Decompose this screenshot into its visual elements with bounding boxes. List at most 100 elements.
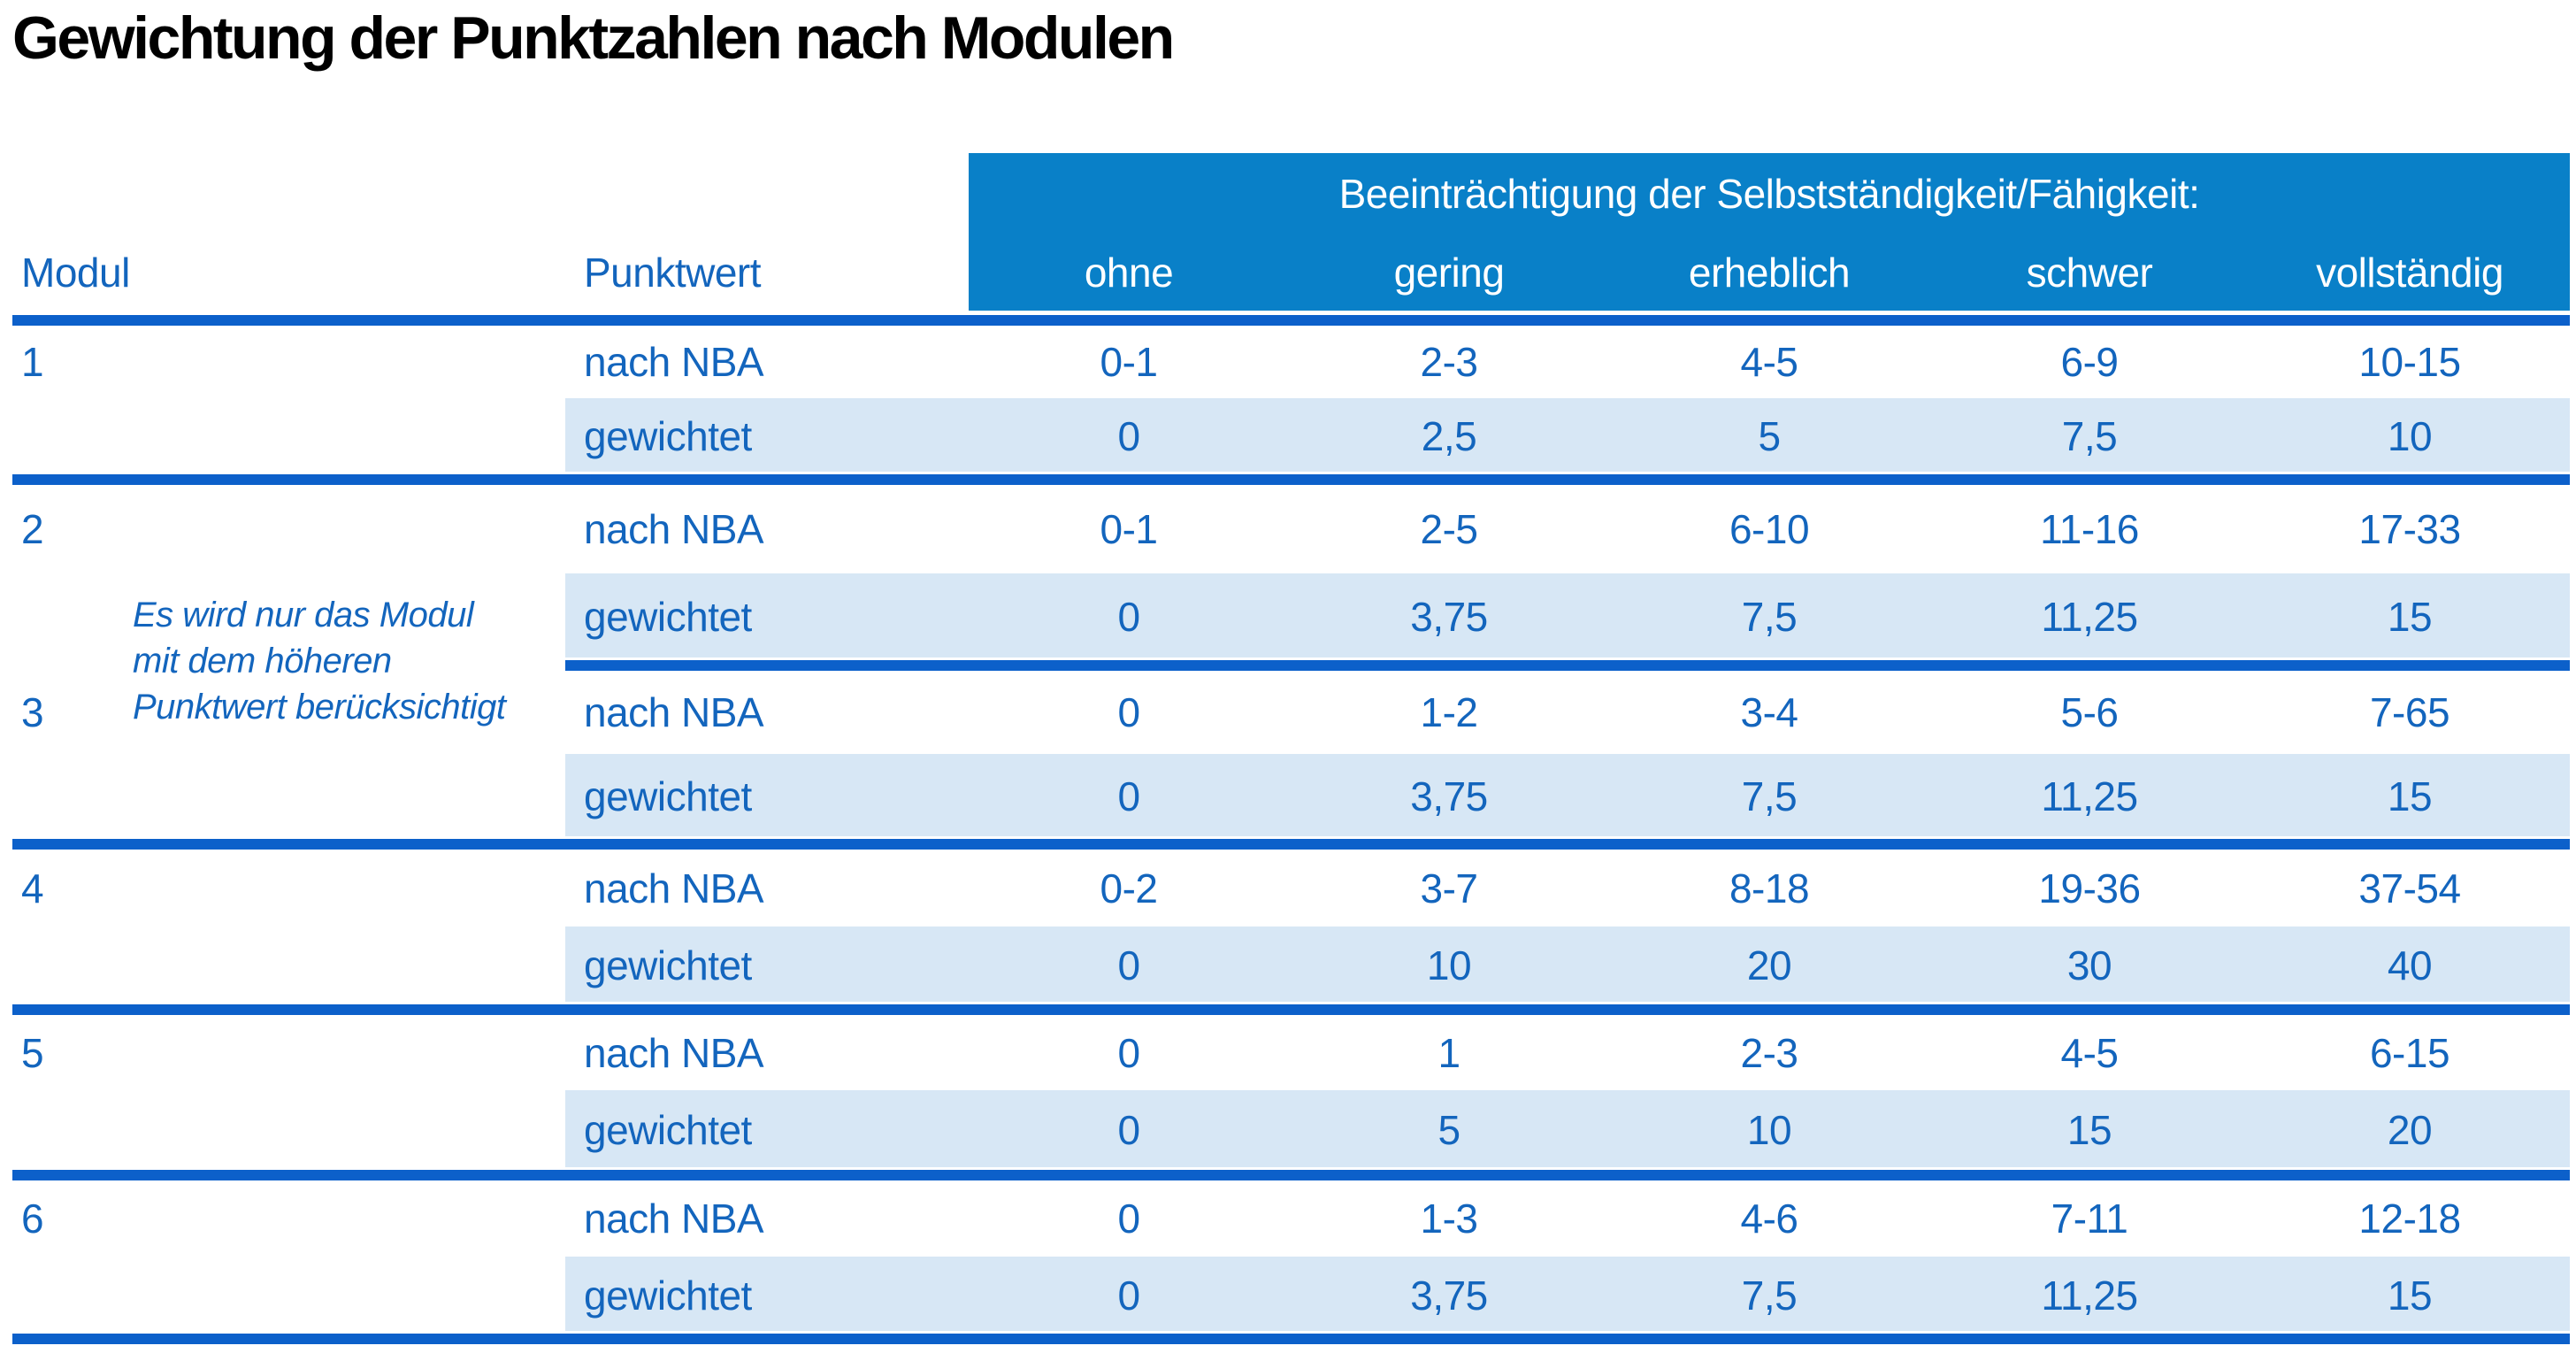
table-header-background <box>969 153 2570 311</box>
row-shade-module4 <box>565 927 2570 1002</box>
value-cell: 4-5 <box>2060 1029 2119 1076</box>
column-header-row: Modul Punktwert ohne gering erheblich sc… <box>0 235 2570 311</box>
table-row-module4-nba: 4 nach NBA 0-2 3-7 8-18 19-36 37-54 <box>0 850 2570 927</box>
value-cell: 20 <box>2387 1107 2433 1153</box>
separator-header <box>12 315 2570 326</box>
value-cell: 1-2 <box>1420 689 1478 735</box>
value-cell: 11,25 <box>2041 594 2138 640</box>
row-label-nba: nach NBA <box>584 1029 764 1076</box>
module-number-empty <box>0 1090 565 1170</box>
value-cell: 12-18 <box>2358 1196 2461 1242</box>
value-cell: 0 <box>1117 413 1140 459</box>
value-cell: 5 <box>1758 413 1781 459</box>
separator-bottom <box>12 1334 2570 1344</box>
separator-module2-3 <box>565 660 2570 671</box>
value-cell: 1 <box>1438 1029 1460 1076</box>
row-shade-module5 <box>565 1090 2570 1167</box>
row-label-weighted: gewichtet <box>584 942 752 988</box>
row-label-weighted: gewichtet <box>584 1272 752 1319</box>
module2-3-note: Es wird nur das Modul mit dem höheren Pu… <box>133 592 628 730</box>
value-cell: 15 <box>2387 773 2433 819</box>
value-cell: 3-4 <box>1740 689 1798 735</box>
value-cell: 0 <box>1117 1029 1140 1076</box>
module-number: 3 <box>21 689 44 735</box>
module-number-empty <box>0 754 565 839</box>
column-header-gering: gering <box>1393 250 1505 296</box>
value-cell: 10 <box>1746 1107 1792 1153</box>
value-cell: 7,5 <box>1741 594 1798 640</box>
table-row-module5-weighted: gewichtet 0 5 10 15 20 <box>0 1090 2570 1170</box>
module-number: 4 <box>21 865 44 911</box>
column-header-schwer: schwer <box>2026 250 2153 296</box>
value-cell: 0 <box>1117 942 1140 988</box>
module-number-empty <box>0 1257 565 1334</box>
table-row-module1-weighted: gewichtet 0 2,5 5 7,5 10 <box>0 398 2570 474</box>
value-cell: 3-7 <box>1420 865 1478 911</box>
value-cell: 4-6 <box>1740 1196 1798 1242</box>
row-label-weighted: gewichtet <box>584 1107 752 1153</box>
column-header-vollstaendig: vollständig <box>2316 250 2503 296</box>
page-title: Gewichtung der Punktzahlen nach Modulen <box>12 4 1175 72</box>
module-number-empty <box>0 398 565 474</box>
value-cell: 8-18 <box>1729 865 1810 911</box>
column-header-ohne: ohne <box>1084 250 1174 296</box>
column-header-punktwert: Punktwert <box>584 250 762 296</box>
value-cell: 4-5 <box>1740 338 1798 385</box>
value-cell: 40 <box>2387 942 2433 988</box>
separator-module3-4 <box>12 839 2570 850</box>
row-shade-module6 <box>565 1257 2570 1331</box>
value-cell: 0-1 <box>1100 338 1158 385</box>
module-number: 2 <box>21 506 44 552</box>
value-cell: 15 <box>2066 1107 2112 1153</box>
value-cell: 0 <box>1117 1272 1140 1319</box>
row-label-weighted: gewichtet <box>584 594 752 640</box>
table-row-module5-nba: 5 nach NBA 0 1 2-3 4-5 6-15 <box>0 1015 2570 1090</box>
value-cell: 1-3 <box>1420 1196 1478 1242</box>
value-cell: 17-33 <box>2358 506 2461 552</box>
row-label-weighted: gewichtet <box>584 773 752 819</box>
column-header-erheblich: erheblich <box>1688 250 1851 296</box>
value-cell: 0-2 <box>1100 865 1158 911</box>
module-number: 1 <box>21 338 44 385</box>
value-cell: 7,5 <box>1741 773 1798 819</box>
value-cell: 0 <box>1117 594 1140 640</box>
value-cell: 0 <box>1117 1196 1140 1242</box>
value-cell: 7-11 <box>2051 1196 2128 1242</box>
table-row-module3-weighted: gewichtet 0 3,75 7,5 11,25 15 <box>0 754 2570 839</box>
table-row-module6-nba: 6 nach NBA 0 1-3 4-6 7-11 12-18 <box>0 1180 2570 1257</box>
value-cell: 2-5 <box>1420 506 1478 552</box>
table-row-module2-nba: 2 nach NBA 0-1 2-5 6-10 11-16 17-33 <box>0 485 2570 573</box>
value-cell: 11,25 <box>2041 773 2138 819</box>
table-row-module3-nba: 3 nach NBA 0 1-2 3-4 5-6 7-65 <box>0 671 2570 754</box>
module-number: 5 <box>21 1029 44 1076</box>
row-label-nba: nach NBA <box>584 689 764 735</box>
separator-module5-6 <box>12 1170 2570 1180</box>
value-cell: 6-9 <box>2060 338 2119 385</box>
value-cell: 37-54 <box>2358 865 2461 911</box>
value-cell: 5-6 <box>2060 689 2119 735</box>
value-cell: 0-1 <box>1100 506 1158 552</box>
value-cell: 3,75 <box>1410 594 1488 640</box>
row-shade-module2 <box>565 573 2570 657</box>
value-cell: 2,5 <box>1421 413 1477 459</box>
row-label-nba: nach NBA <box>584 338 764 385</box>
row-label-nba: nach NBA <box>584 1196 764 1242</box>
separator-module4-5 <box>12 1004 2570 1015</box>
value-cell: 11,25 <box>2041 1272 2138 1319</box>
separator-module1-2 <box>12 474 2570 485</box>
value-cell: 20 <box>1746 942 1792 988</box>
value-cell: 3,75 <box>1410 1272 1488 1319</box>
value-cell: 10 <box>2387 413 2433 459</box>
value-cell: 7,5 <box>1741 1272 1798 1319</box>
value-cell: 0 <box>1117 689 1140 735</box>
row-label-weighted: gewichtet <box>584 413 752 459</box>
value-cell: 3,75 <box>1410 773 1488 819</box>
header-group-label: Beeinträchtigung der Selbstständigkeit/F… <box>1338 171 2200 217</box>
module-number-empty <box>0 927 565 1004</box>
note-line: Es wird nur das Modul <box>133 596 474 634</box>
table-row-module6-weighted: gewichtet 0 3,75 7,5 11,25 15 <box>0 1257 2570 1334</box>
value-cell: 19-36 <box>2038 865 2141 911</box>
row-label-nba: nach NBA <box>584 506 764 552</box>
table-row-module2-weighted: gewichtet 0 3,75 7,5 11,25 15 <box>0 573 2570 660</box>
